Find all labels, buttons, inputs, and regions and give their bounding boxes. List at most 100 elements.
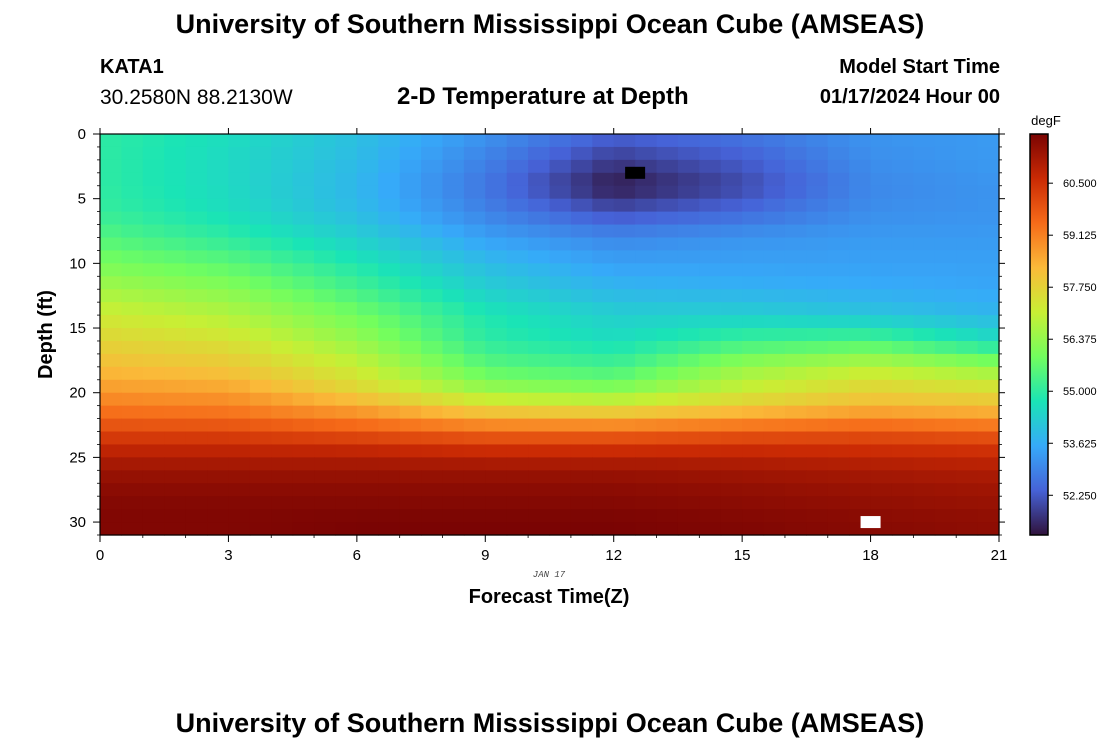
heatmap-cell (613, 496, 636, 510)
heatmap-cell (806, 224, 829, 239)
heatmap-cell (784, 159, 807, 174)
heatmap-cell (399, 276, 422, 290)
heatmap-cell (421, 431, 444, 446)
heatmap-cell (442, 237, 465, 252)
heatmap-cell (442, 302, 465, 316)
heatmap-cell (314, 509, 337, 523)
heatmap-cell (485, 185, 508, 200)
heatmap-cell (635, 134, 658, 148)
heatmap-cell (121, 276, 144, 290)
heatmap-cell (506, 522, 529, 536)
heatmap-cell (506, 146, 529, 161)
heatmap-cell (207, 250, 230, 264)
heatmap-cell (934, 418, 957, 433)
heatmap-cell (142, 185, 165, 200)
heatmap-cell (635, 340, 658, 355)
heatmap-cell (870, 470, 893, 484)
heatmap-cell (442, 431, 465, 446)
heatmap-cell (913, 159, 936, 174)
heatmap-cell (207, 405, 230, 420)
heatmap-cell (335, 185, 358, 200)
heatmap-cell (656, 302, 679, 316)
heatmap-cell (292, 263, 315, 277)
heatmap-cell (592, 444, 615, 458)
heatmap-cell (592, 276, 615, 290)
heatmap-cell (656, 444, 679, 458)
heatmap-cell (613, 250, 636, 264)
heatmap-cell (635, 185, 658, 200)
heatmap-cell (249, 509, 272, 523)
heatmap-cell (656, 211, 679, 226)
heatmap-cell (849, 276, 872, 290)
heatmap-cell (570, 146, 593, 161)
heatmap-cell (442, 250, 465, 264)
heatmap-cell (442, 496, 465, 510)
heatmap-cell (356, 509, 379, 523)
heatmap-cell (164, 444, 187, 458)
heatmap-cell (806, 198, 829, 213)
heatmap-cell (977, 198, 1000, 213)
heatmap-cell (314, 328, 337, 342)
heatmap-cell (421, 353, 444, 368)
heatmap-cell (806, 483, 829, 497)
heatmap-cell (228, 444, 251, 458)
heatmap-cell (570, 211, 593, 226)
heatmap-cell (378, 263, 401, 277)
heatmap-cell (335, 146, 358, 161)
heatmap-cell (164, 263, 187, 277)
heatmap-cell (677, 431, 700, 446)
heatmap-cell (314, 211, 337, 226)
heatmap-cell (699, 457, 722, 471)
heatmap-cell (806, 418, 829, 433)
heatmap-cell (956, 185, 979, 200)
heatmap-cell (934, 392, 957, 407)
heatmap-cell (742, 340, 765, 355)
heatmap-cell (934, 522, 957, 536)
heatmap-cell (742, 250, 765, 264)
heatmap-cell (335, 483, 358, 497)
heatmap-cell (699, 289, 722, 303)
heatmap-cell (742, 431, 765, 446)
heatmap-cell (784, 418, 807, 433)
heatmap-cell (720, 483, 743, 497)
heatmap-cell (549, 134, 572, 148)
heatmap-cell (314, 392, 337, 407)
heatmap-cell (142, 340, 165, 355)
heatmap-cell (292, 405, 315, 420)
heatmap-cell (720, 134, 743, 148)
heatmap-cell (570, 431, 593, 446)
heatmap-cell (292, 211, 315, 226)
heatmap-cell (442, 276, 465, 290)
heatmap-cell (228, 483, 251, 497)
heatmap-cell (121, 159, 144, 174)
heatmap-cell (613, 509, 636, 523)
x-tick-label: 3 (224, 547, 232, 564)
heatmap-cell (335, 418, 358, 433)
heatmap-cell (977, 185, 1000, 200)
heatmap-cell (806, 405, 829, 420)
heatmap-cell (891, 418, 914, 433)
heatmap-cell (463, 483, 486, 497)
heatmap-cell (827, 379, 850, 394)
heatmap-cell (528, 444, 551, 458)
heatmap-cell (228, 134, 251, 148)
heatmap-cell (442, 134, 465, 148)
heatmap-cell (677, 198, 700, 213)
heatmap-cell (699, 340, 722, 355)
heatmap-cell (335, 522, 358, 536)
heatmap-cell (870, 211, 893, 226)
heatmap-cell (121, 366, 144, 381)
heatmap-cell (185, 457, 208, 471)
heatmap-cell (806, 159, 829, 174)
heatmap-cell (677, 392, 700, 407)
heatmap-cell (121, 392, 144, 407)
heatmap-cell (442, 405, 465, 420)
heatmap-cell (249, 159, 272, 174)
heatmap-cell (891, 237, 914, 252)
heatmap-cell (934, 185, 957, 200)
heatmap-cell (784, 444, 807, 458)
heatmap-cell (656, 159, 679, 174)
heatmap-cell (549, 211, 572, 226)
heatmap-cell (613, 315, 636, 329)
heatmap-cell (677, 224, 700, 239)
